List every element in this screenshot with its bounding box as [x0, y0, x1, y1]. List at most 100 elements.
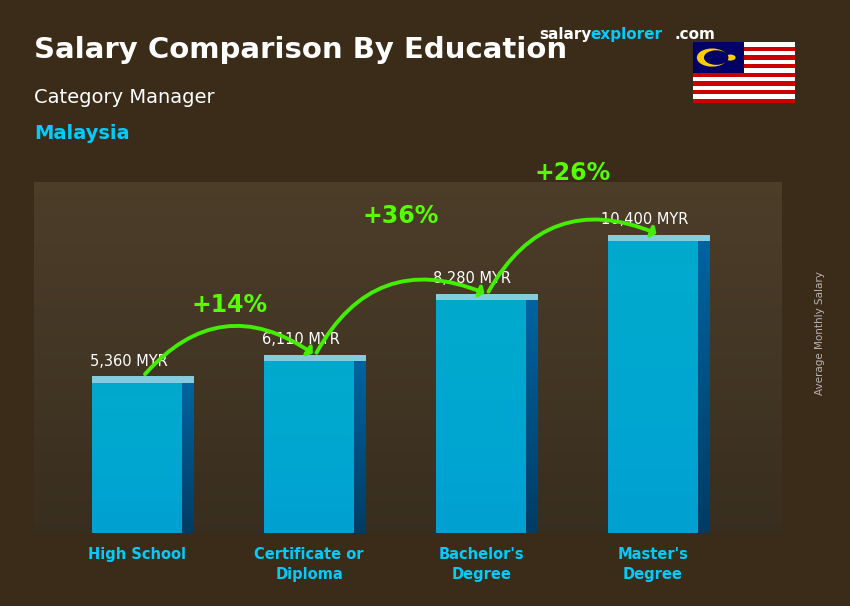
Bar — [526, 304, 538, 308]
Bar — [93, 453, 182, 456]
Bar — [526, 401, 538, 405]
Bar — [354, 442, 366, 445]
Bar — [436, 530, 526, 533]
Bar — [436, 355, 526, 359]
Bar — [693, 85, 795, 90]
Bar — [436, 498, 526, 502]
Bar — [182, 455, 194, 458]
Bar — [34, 362, 782, 366]
Bar — [609, 251, 698, 256]
Bar — [698, 338, 710, 343]
Bar — [698, 328, 710, 333]
Bar — [698, 353, 710, 358]
Bar — [264, 499, 354, 502]
Bar — [354, 453, 366, 456]
Bar — [34, 524, 782, 529]
Bar — [526, 436, 538, 440]
Bar — [609, 265, 698, 270]
Bar — [354, 487, 366, 490]
Bar — [264, 525, 354, 528]
Bar — [526, 316, 538, 320]
Bar — [526, 456, 538, 459]
Bar — [93, 518, 182, 521]
Bar — [609, 358, 698, 363]
Bar — [93, 461, 182, 463]
Bar — [354, 467, 366, 470]
Bar — [526, 483, 538, 487]
Bar — [436, 475, 526, 479]
Bar — [34, 331, 782, 336]
Bar — [264, 376, 354, 379]
Bar — [526, 491, 538, 494]
Bar — [693, 73, 795, 77]
Bar — [264, 482, 354, 485]
Bar — [93, 483, 182, 485]
Bar — [609, 309, 698, 314]
Bar — [609, 241, 698, 245]
Bar — [264, 384, 354, 387]
Bar — [526, 421, 538, 425]
Bar — [182, 393, 194, 395]
Bar — [354, 473, 366, 476]
Bar — [436, 522, 526, 525]
Bar — [34, 208, 782, 213]
Bar — [264, 462, 354, 465]
Bar — [34, 481, 782, 485]
Bar — [436, 487, 526, 491]
Bar — [698, 362, 710, 368]
Bar — [34, 318, 782, 322]
Bar — [354, 476, 366, 479]
Bar — [93, 463, 182, 465]
Bar — [354, 387, 366, 390]
Bar — [354, 470, 366, 473]
Bar — [34, 393, 782, 397]
Bar — [609, 353, 698, 358]
Bar — [34, 379, 782, 384]
Bar — [182, 528, 194, 531]
Bar — [93, 400, 182, 402]
Bar — [264, 404, 354, 407]
Bar — [354, 499, 366, 502]
Bar — [436, 312, 526, 316]
Bar — [698, 319, 710, 324]
Bar — [264, 422, 354, 424]
Bar — [182, 483, 194, 485]
Bar — [354, 413, 366, 416]
Bar — [698, 494, 710, 499]
Bar — [526, 378, 538, 382]
Bar — [698, 426, 710, 431]
Bar — [93, 478, 182, 481]
Bar — [526, 530, 538, 533]
Bar — [609, 504, 698, 509]
Bar — [609, 490, 698, 494]
Bar — [34, 384, 782, 388]
Bar — [264, 413, 354, 416]
Bar — [93, 408, 182, 410]
Bar — [526, 413, 538, 417]
Bar — [436, 502, 526, 506]
Bar — [609, 295, 698, 299]
Bar — [526, 370, 538, 374]
Bar — [93, 420, 182, 423]
Bar — [93, 402, 182, 405]
Bar — [34, 278, 782, 283]
Bar — [182, 531, 194, 533]
Bar — [182, 458, 194, 461]
Bar — [34, 261, 782, 265]
Bar — [34, 204, 782, 208]
Bar — [93, 508, 182, 511]
Bar — [182, 441, 194, 443]
Bar — [698, 480, 710, 485]
Bar — [34, 235, 782, 239]
Bar — [526, 367, 538, 370]
Bar — [34, 428, 782, 432]
Bar — [609, 256, 698, 261]
Bar — [93, 413, 182, 415]
Bar — [526, 393, 538, 398]
Bar — [698, 397, 710, 402]
Bar — [34, 419, 782, 424]
Text: 8,280 MYR: 8,280 MYR — [434, 271, 512, 287]
Bar — [436, 398, 526, 401]
Bar — [264, 465, 354, 467]
Bar — [354, 390, 366, 393]
